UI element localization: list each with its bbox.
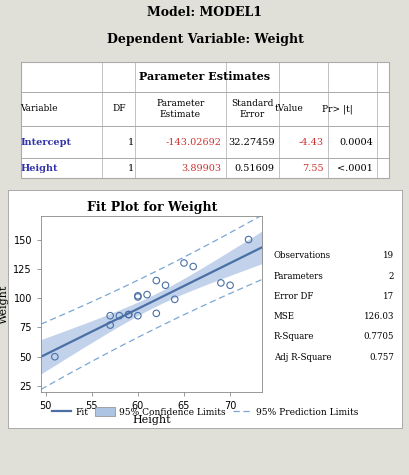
Text: 1: 1 (128, 164, 134, 172)
Text: Pr> |t|: Pr> |t| (321, 104, 352, 114)
Point (107, 321, 113, 329)
Point (226, 282, 233, 289)
Text: 0.51609: 0.51609 (234, 164, 274, 172)
Text: Height: Height (20, 164, 58, 172)
Text: DF: DF (112, 104, 126, 114)
Text: Error DF: Error DF (273, 292, 312, 301)
Text: 32.27459: 32.27459 (227, 138, 274, 147)
Point (134, 312, 141, 320)
Point (189, 263, 196, 270)
Text: Standard
Error: Standard Error (230, 99, 273, 119)
Point (171, 295, 178, 303)
Text: <.0001: <.0001 (336, 164, 372, 172)
FancyBboxPatch shape (20, 62, 389, 178)
Text: Parameters: Parameters (273, 272, 323, 281)
Text: 17: 17 (382, 292, 393, 301)
Text: Parameter Estimates: Parameter Estimates (139, 71, 270, 82)
Text: Variable: Variable (20, 104, 58, 114)
Y-axis label: Weight: Weight (0, 285, 9, 323)
Text: Observations: Observations (273, 251, 330, 260)
Point (134, 293, 141, 301)
Text: Parameter
Estimate: Parameter Estimate (156, 99, 204, 119)
Point (116, 312, 122, 320)
Point (52, 353, 58, 361)
Text: 19: 19 (382, 251, 393, 260)
Text: 0.7705: 0.7705 (362, 332, 393, 342)
Point (144, 291, 150, 298)
Text: tValue: tValue (274, 104, 303, 114)
Point (162, 282, 169, 289)
Text: 3.89903: 3.89903 (181, 164, 221, 172)
Text: Adj R-Square: Adj R-Square (273, 352, 330, 361)
Point (153, 277, 159, 285)
Text: 1: 1 (128, 138, 134, 147)
Text: Model: MODEL1: Model: MODEL1 (147, 6, 262, 19)
Text: Intercept: Intercept (20, 138, 71, 147)
Title: Fit Plot for Weight: Fit Plot for Weight (86, 200, 216, 214)
Text: Dependent Variable: Weight: Dependent Variable: Weight (106, 33, 303, 47)
Text: 0.757: 0.757 (368, 352, 393, 361)
Point (217, 279, 224, 287)
Text: -143.02692: -143.02692 (165, 138, 221, 147)
Text: 2: 2 (387, 272, 393, 281)
Text: 0.0004: 0.0004 (338, 138, 372, 147)
Text: MSE: MSE (273, 312, 294, 321)
X-axis label: Height: Height (132, 415, 171, 425)
Point (180, 259, 187, 267)
Point (153, 310, 159, 317)
Text: -4.43: -4.43 (298, 138, 323, 147)
Point (125, 311, 132, 318)
Text: R-Square: R-Square (273, 332, 313, 342)
Legend: Fit, 95% Confidence Limits, 95% Prediction Limits: Fit, 95% Confidence Limits, 95% Predicti… (48, 404, 361, 420)
Point (107, 312, 113, 320)
Point (245, 236, 251, 243)
Point (125, 311, 132, 318)
Text: 126.03: 126.03 (362, 312, 393, 321)
Text: 7.55: 7.55 (301, 164, 323, 172)
Point (134, 292, 141, 300)
